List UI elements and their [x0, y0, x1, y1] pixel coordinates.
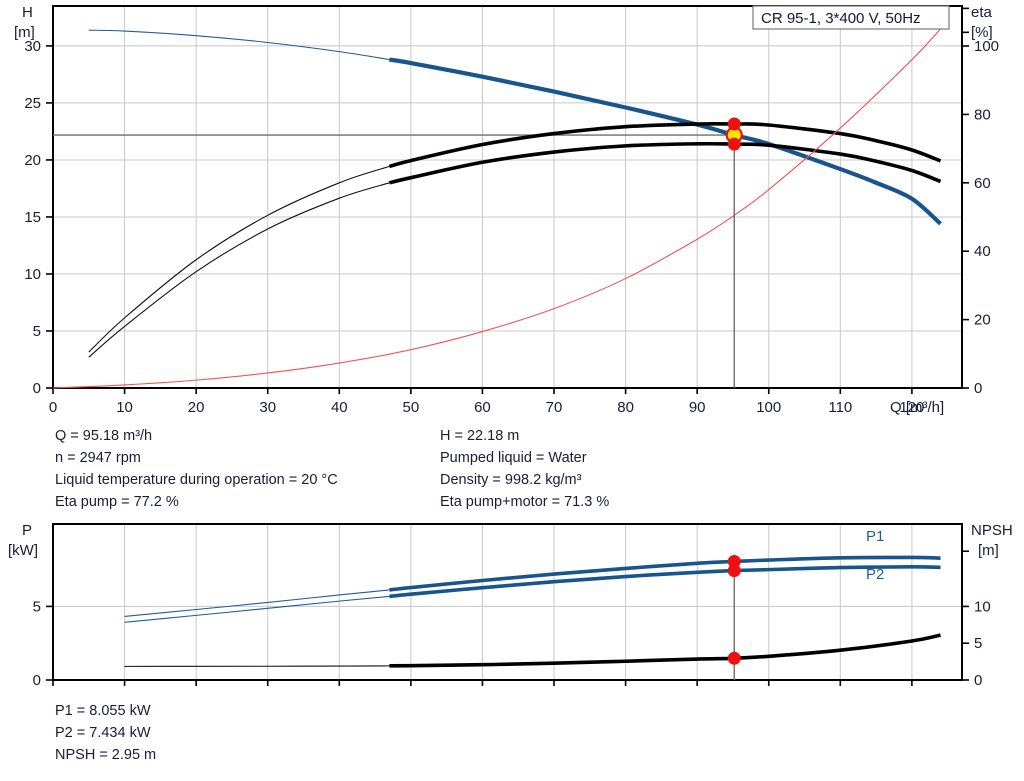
text-overlay-layer: CR 95-1, 3*400 V, 50Hz H [m] eta [%] Q [… [0, 0, 1024, 781]
curve-label-p2: P2 [866, 566, 884, 583]
info-left-line-2: Liquid temperature during operation = 20… [55, 472, 338, 488]
curve-label-p1: P1 [866, 528, 884, 545]
info-block-power-npsh: P1 = 8.055 kW P2 = 7.434 kW NPSH = 2.95 … [55, 703, 156, 763]
pump-performance-curve-sheet: 0510152025300204060801000102030405060708… [0, 0, 1024, 781]
info-right-line-1: Pumped liquid = Water [440, 450, 587, 466]
info-right-line-3: Eta pump+motor = 71.3 % [440, 494, 609, 510]
top-x-axis-label: Q [m³/h] [890, 399, 944, 416]
bottom-y-left-axis-label-line2: [kW] [8, 542, 38, 559]
chart-title: CR 95-1, 3*400 V, 50Hz [761, 10, 921, 27]
info-left-line-1: n = 2947 rpm [55, 450, 141, 466]
info-block-liquid-properties: H = 22.18 m Pumped liquid = Water Densit… [440, 428, 609, 510]
bottom-y-left-axis-label-line1: P [22, 522, 32, 539]
info-left-line-3: Eta pump = 77.2 % [55, 494, 179, 510]
info-right-line-2: Density = 998.2 kg/m³ [440, 472, 582, 488]
info-bottom-line-1: P2 = 7.434 kW [55, 725, 151, 741]
top-y-right-axis-label-line1: eta [971, 4, 993, 21]
info-block-operating-conditions: Q = 95.18 m³/h n = 2947 rpm Liquid tempe… [55, 428, 338, 510]
top-y-left-axis-label-line1: H [22, 4, 33, 21]
info-bottom-line-2: NPSH = 2.95 m [55, 747, 156, 763]
title-box: CR 95-1, 3*400 V, 50Hz [753, 6, 949, 29]
info-right-line-0: H = 22.18 m [440, 428, 519, 444]
bottom-y-right-axis-label-line2: [m] [978, 542, 999, 559]
bottom-y-right-axis-label-line1: NPSH [971, 522, 1013, 539]
top-y-right-axis-label-line2: [%] [971, 24, 993, 41]
top-y-left-axis-label-line2: [m] [14, 24, 35, 41]
info-bottom-line-0: P1 = 8.055 kW [55, 703, 151, 719]
info-left-line-0: Q = 95.18 m³/h [55, 428, 152, 444]
